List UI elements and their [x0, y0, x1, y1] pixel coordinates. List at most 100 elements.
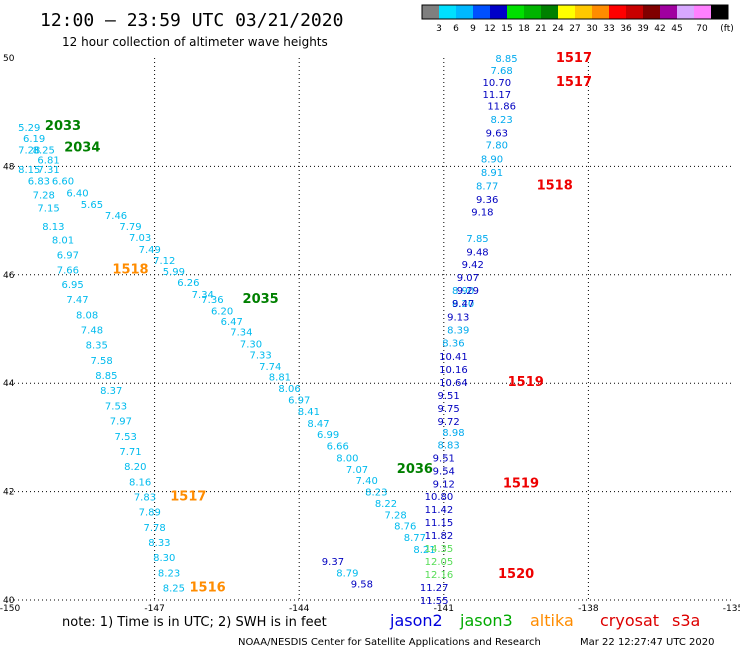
- data-label: 9.48: [466, 247, 488, 258]
- data-label: 7.74: [259, 362, 281, 373]
- data-label: 7.48: [81, 326, 103, 337]
- track-label: 1517: [556, 75, 592, 90]
- data-label: 7.30: [240, 340, 262, 351]
- track-label: 1518: [537, 178, 573, 193]
- data-label: 7.85: [466, 234, 488, 245]
- colorbar-swatch: [643, 5, 660, 19]
- data-label: 9.58: [351, 580, 373, 591]
- data-label: 8.81: [269, 373, 291, 384]
- colorbar-label: 45: [671, 24, 682, 34]
- data-label: 9.51: [437, 391, 459, 402]
- data-label: 7.33: [250, 350, 272, 361]
- data-label: 7.89: [139, 508, 161, 519]
- axes: -150 -147 -144 -141 -138 -135 40 42 44 46 48 50: [0, 54, 740, 614]
- data-label: 6.99: [317, 430, 339, 441]
- data-label: 9.36: [476, 195, 498, 206]
- colorbar: 3 6 9 12 15 18 21 24 27 30 33 36 39 42 45 70 (ft): [421, 4, 734, 34]
- data-label: 12.05: [425, 557, 454, 568]
- colorbar-swatch: [592, 5, 609, 19]
- data-label: 8.23: [365, 488, 387, 499]
- data-label: 8.79: [336, 568, 358, 579]
- colorbar-label: 27: [569, 24, 580, 34]
- chart-title: 12:00 – 23:59 UTC 03/21/2020: [40, 10, 343, 31]
- legend-entry: jason3: [459, 611, 513, 630]
- y-tick-label: 40: [3, 596, 15, 606]
- data-label: 6.97: [288, 395, 310, 406]
- data-label: 7.12: [153, 256, 175, 267]
- data-label: 6.47: [221, 317, 243, 328]
- data-label: 11.27: [420, 583, 449, 594]
- data-label: 9.51: [433, 453, 455, 464]
- data-label: 7.34: [230, 328, 252, 339]
- x-tick-label: -135: [723, 604, 740, 614]
- data-label: 7.36: [201, 295, 223, 306]
- data-label: 7.46: [105, 211, 127, 222]
- x-tick-label: -144: [289, 604, 310, 614]
- colorbar-label: 70: [696, 24, 708, 34]
- data-label: 11.55: [420, 596, 449, 607]
- data-label: 8.85: [495, 54, 517, 65]
- colorbar-swatch: [660, 5, 677, 19]
- track-label: 2036: [397, 462, 433, 477]
- data-label: 8.25: [163, 584, 185, 595]
- data-label: 8.06: [278, 384, 300, 395]
- data-label: 6.81: [37, 155, 59, 166]
- data-label: 7.58: [90, 356, 112, 367]
- data-label: 8.13: [42, 222, 64, 233]
- data-label: 5.99: [163, 267, 185, 278]
- data-label: 6.83: [28, 176, 50, 187]
- legend-entry: altika: [530, 611, 574, 630]
- data-label: 8.20: [452, 299, 474, 310]
- data-label: 11.42: [425, 505, 454, 516]
- data-label: 9.47: [452, 299, 474, 310]
- data-label: 8.20: [124, 462, 146, 473]
- x-tick-label: -147: [144, 604, 164, 614]
- data-label: 11.82: [425, 531, 454, 542]
- data-label: 8.16: [129, 477, 151, 488]
- track-label: 2035: [243, 292, 279, 307]
- data-label: 9.63: [486, 128, 508, 139]
- data-label: 7.83: [134, 492, 156, 503]
- data-label: 6.66: [327, 442, 349, 453]
- data-label: 7.80: [486, 141, 508, 152]
- data-label: 8.33: [148, 538, 170, 549]
- data-label: 7.53: [115, 432, 137, 443]
- colorbar-swatch: [473, 5, 490, 19]
- colorbar-swatch: [456, 5, 473, 19]
- data-label: 9.42: [462, 260, 484, 271]
- track-label: 1520: [498, 567, 534, 582]
- data-label: 11.86: [487, 102, 516, 113]
- data-label: 7.49: [139, 245, 161, 256]
- colorbar-label: 6: [453, 24, 459, 34]
- data-label: 9.37: [322, 557, 344, 568]
- data-label: 8.83: [437, 440, 459, 451]
- data-label: 14.35: [425, 544, 454, 555]
- data-label: 6.26: [177, 278, 199, 289]
- colorbar-label: 21: [535, 24, 546, 34]
- data-label: 6.19: [23, 134, 45, 145]
- colorbar-swatch: [694, 5, 711, 19]
- data-label: 8.01: [52, 236, 74, 247]
- colorbar-label: 39: [637, 24, 649, 34]
- colorbar-swatch: [626, 5, 643, 19]
- colorbar-label: 24: [552, 24, 564, 34]
- colorbar-label: 9: [470, 24, 476, 34]
- track-label: 1518: [112, 262, 148, 277]
- data-label: 6.95: [62, 280, 84, 291]
- colorbar-label: 33: [603, 24, 614, 34]
- y-tick-label: 44: [3, 379, 15, 389]
- data-label: 9.54: [433, 466, 455, 477]
- colorbar-swatch: [575, 5, 592, 19]
- data-label: 7.34: [192, 290, 214, 301]
- data-label: 9.13: [447, 313, 469, 324]
- data-label: 5.65: [81, 200, 103, 211]
- y-tick-label: 48: [3, 162, 15, 172]
- data-label: 7.07: [346, 465, 368, 476]
- track-label: 1519: [508, 375, 544, 390]
- data-label: 7.28: [33, 191, 55, 202]
- colorbar-swatch: [558, 5, 575, 19]
- data-label: 8.08: [76, 310, 98, 321]
- data-label: 8.77: [404, 533, 426, 544]
- data-label: 10.70: [482, 78, 511, 89]
